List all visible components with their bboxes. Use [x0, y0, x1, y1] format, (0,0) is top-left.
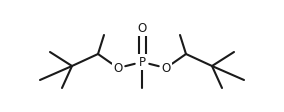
Text: P: P — [139, 56, 145, 69]
Text: O: O — [137, 22, 147, 34]
Text: O: O — [161, 61, 171, 74]
Text: O: O — [113, 61, 123, 74]
